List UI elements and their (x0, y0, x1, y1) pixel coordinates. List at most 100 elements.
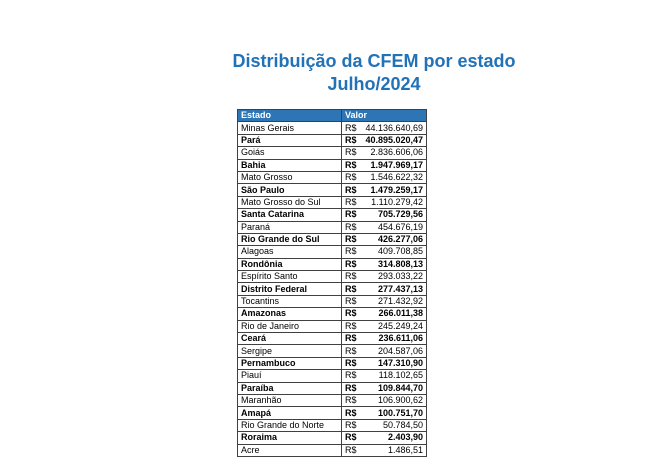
estado-cell: Distrito Federal (237, 282, 342, 296)
estado-cell: Paraíba (237, 381, 342, 396)
currency-symbol: R$ (345, 271, 357, 282)
valor-amount: 109.844,70 (377, 382, 423, 393)
valor-cell: 426.277,06 R$ (341, 232, 427, 247)
estado-cell: Rondônia (237, 257, 342, 272)
estado-cell: Maranhão (237, 393, 342, 408)
valor-cell: 277.437,13 R$ (341, 282, 427, 296)
valor-cell: 50.784,50 R$ (341, 418, 427, 433)
valor-cell: 147.310,90 R$ (341, 356, 427, 371)
valor-amount: 426.277,06 (377, 234, 423, 245)
header-row: Estado Valor (237, 108, 427, 123)
valor-amount: 271.432,92 (377, 296, 423, 307)
valor-cell: 271.432,92 R$ (341, 294, 427, 309)
currency-symbol: R$ (345, 246, 357, 257)
table-row: Mato Grosso do Sul 1.110.279,42 R$ (237, 195, 427, 210)
column-header-estado: Estado (237, 108, 342, 123)
chart-title: Distribuição da CFEM por estado (232, 51, 516, 71)
estado-cell: Tocantins (237, 294, 342, 309)
estado-cell: Espírito Santo (237, 270, 342, 284)
valor-cell: 245.249,24 R$ (341, 319, 427, 334)
currency-symbol: R$ (345, 122, 357, 133)
valor-amount: 100.751,70 (377, 407, 423, 418)
valor-cell: 44.136.640,69 R$ (341, 121, 427, 135)
valor-amount: 147.310,90 (377, 358, 423, 368)
table-row: Tocantins 271.432,92 R$ (237, 294, 427, 309)
cfem-table: Estado Valor Minas Gerais 44.136.640,69 R$… (237, 108, 427, 457)
valor-amount: 409.708,85 (377, 246, 423, 257)
valor-cell: 100.751,70 R$ (341, 406, 427, 420)
table-row: Roraima 2.403,90 R$ (237, 431, 427, 445)
valor-cell: 1.947.969,17 R$ (341, 158, 427, 172)
table-row: Paraná 454.676,19 R$ (237, 220, 427, 234)
currency-symbol: R$ (345, 221, 357, 232)
currency-symbol: R$ (345, 308, 357, 319)
valor-cell: 293.033,22 R$ (341, 270, 427, 284)
currency-symbol: R$ (345, 395, 357, 406)
currency-symbol: R$ (345, 419, 357, 430)
valor-amount: 1.486,51 (387, 444, 423, 455)
valor-cell: 454.676,19 R$ (341, 220, 427, 234)
currency-symbol: R$ (345, 333, 357, 344)
valor-cell: 236.611,06 R$ (341, 332, 427, 346)
estado-cell: Santa Catarina (237, 208, 342, 222)
table-row: Rio Grande do Sul 426.277,06 R$ (237, 232, 427, 247)
table-row: Amazonas 266.011,38 R$ (237, 307, 427, 321)
estado-cell: Minas Gerais (237, 121, 342, 135)
estado-cell: Roraima (237, 431, 342, 445)
table-row: Pará 40.895.020,47 R$ (237, 133, 427, 148)
currency-symbol: R$ (345, 358, 357, 368)
valor-cell: 2.836.606,06 R$ (341, 146, 427, 160)
currency-symbol: R$ (345, 407, 357, 418)
valor-amount: 50.784,50 (382, 419, 423, 430)
valor-cell: 705.729,56 R$ (341, 208, 427, 222)
estado-cell: Alagoas (237, 245, 342, 259)
valor-cell: 266.011,38 R$ (341, 307, 427, 321)
valor-amount: 1.110.279,42 (371, 196, 423, 207)
estado-cell: Mato Grosso do Sul (237, 195, 342, 210)
estado-cell: Amazonas (237, 307, 342, 321)
valor-cell: 2.403,90 R$ (341, 431, 427, 445)
currency-symbol: R$ (345, 258, 357, 269)
currency-symbol: R$ (345, 134, 357, 145)
table-row: Sergipe 204.587,06 R$ (237, 344, 427, 358)
valor-cell: 106.900,62 R$ (341, 393, 427, 408)
table-row: Rio Grande do Norte 50.784,50 R$ (237, 418, 427, 433)
table-row: Ceará 236.611,06 R$ (237, 332, 427, 346)
table-header: Estado Valor (237, 108, 427, 123)
table-row: Minas Gerais 44.136.640,69 R$ (237, 121, 427, 135)
currency-symbol: R$ (345, 296, 357, 307)
table-row: Acre 1.486,51 R$ (237, 443, 427, 457)
valor-amount: 277.437,13 (377, 283, 423, 294)
estado-cell: Rio Grande do Norte (237, 418, 342, 433)
currency-symbol: R$ (345, 234, 357, 245)
estado-cell: Goiás (237, 146, 342, 160)
currency-symbol: R$ (345, 345, 357, 356)
estado-cell: Acre (237, 443, 342, 457)
table-row: Amapá 100.751,70 R$ (237, 406, 427, 420)
currency-symbol: R$ (345, 196, 357, 207)
currency-symbol: R$ (345, 147, 357, 158)
valor-amount: 1.546.622,32 (370, 172, 423, 183)
currency-symbol: R$ (345, 370, 357, 381)
valor-amount: 454.676,19 (377, 221, 423, 232)
valor-amount: 314.808,13 (377, 258, 423, 269)
currency-symbol: R$ (345, 444, 357, 455)
chart-title-block: Distribuição da CFEM por estado Julho/20… (119, 50, 629, 96)
valor-amount: 40.895.020,47 (365, 134, 423, 145)
table-row: Espírito Santo 293.033,22 R$ (237, 270, 427, 284)
valor-amount: 1.479.259,17 (370, 184, 423, 195)
table-row: Distrito Federal 277.437,13 R$ (237, 282, 427, 296)
valor-cell: 1.479.259,17 R$ (341, 183, 427, 197)
valor-cell: 40.895.020,47 R$ (341, 133, 427, 148)
valor-amount: 2.403,90 (387, 432, 423, 443)
table-row: Santa Catarina 705.729,56 R$ (237, 208, 427, 222)
currency-symbol: R$ (345, 209, 357, 220)
valor-amount: 1.947.969,17 (370, 159, 423, 170)
table-row: Goiás 2.836.606,06 R$ (237, 146, 427, 160)
estado-cell: São Paulo (237, 183, 342, 197)
cfem-table-body: Minas Gerais 44.136.640,69 R$ Pará 40.895.02… (237, 121, 427, 457)
valor-amount: 236.611,06 (378, 333, 423, 344)
valor-cell: 1.486,51 R$ (341, 443, 427, 457)
valor-amount: 293.033,22 (377, 271, 423, 282)
